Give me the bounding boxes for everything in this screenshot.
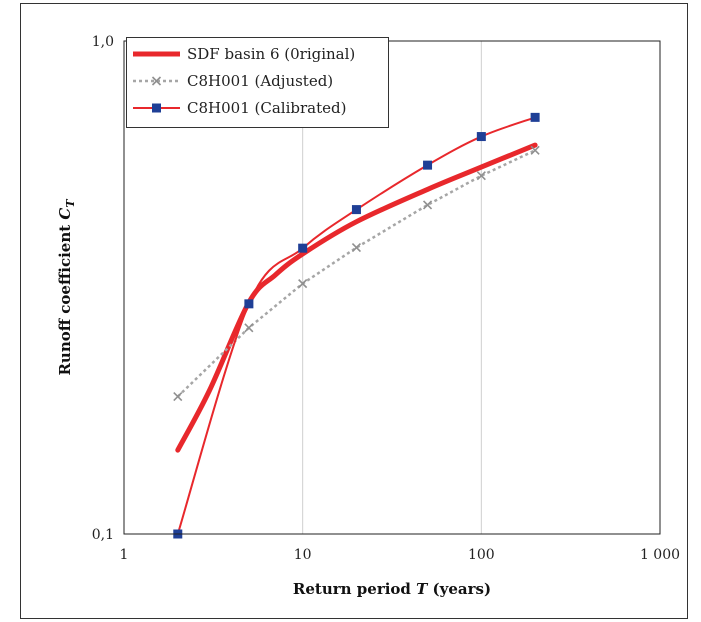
plot-area-border bbox=[123, 40, 661, 535]
point-c8h001-adjusted bbox=[298, 279, 308, 289]
legend-label: C8H001 (Calibrated) bbox=[187, 99, 346, 117]
point-c8h001-adjusted bbox=[173, 392, 183, 402]
point-c8h001-calibrated bbox=[351, 205, 361, 215]
point-c8h001-adjusted bbox=[244, 323, 254, 333]
point-c8h001-adjusted bbox=[422, 200, 433, 210]
point-c8h001-calibrated bbox=[476, 132, 486, 142]
tick-labels: 1 10 100 1 000 0,1 1,0 bbox=[92, 34, 680, 563]
point-c8h001-adjusted bbox=[530, 145, 540, 155]
legend-entry: C8H001 (Calibrated) bbox=[133, 99, 346, 117]
x-tick-label: 1 000 bbox=[640, 547, 680, 563]
point-c8h001-calibrated bbox=[244, 299, 254, 309]
x-tick-label: 10 bbox=[294, 547, 312, 563]
point-c8h001-adjusted bbox=[476, 171, 486, 181]
x-tick-label: 100 bbox=[468, 547, 495, 563]
point-c8h001-calibrated bbox=[423, 160, 433, 170]
point-c8h001-adjusted bbox=[351, 243, 362, 253]
legend-box bbox=[126, 37, 389, 128]
series-line-sdf-basin-6 bbox=[175, 142, 538, 453]
point-c8h001-calibrated bbox=[530, 112, 540, 122]
legend-label: SDF basin 6 (0riginal) bbox=[187, 45, 355, 63]
legend-entry: C8H001 (Adjusted) bbox=[133, 72, 333, 90]
y-tick-label: 0,1 bbox=[92, 527, 114, 543]
y-tick-label: 1,0 bbox=[92, 34, 114, 50]
legend-label: C8H001 (Adjusted) bbox=[187, 72, 333, 90]
x-tick-label: 1 bbox=[120, 547, 129, 563]
legend: SDF basin 6 (0riginal) C8H001 (Adjusted) C… bbox=[126, 37, 389, 128]
point-c8h001-calibrated bbox=[298, 243, 308, 253]
series-line-c8h001-calibrated bbox=[176, 116, 536, 535]
x-axis-title: Return period T (years) bbox=[293, 580, 491, 598]
y-axis-title: Runoff coefficient CT bbox=[56, 199, 77, 376]
legend-entry: SDF basin 6 (0riginal) bbox=[133, 45, 355, 63]
